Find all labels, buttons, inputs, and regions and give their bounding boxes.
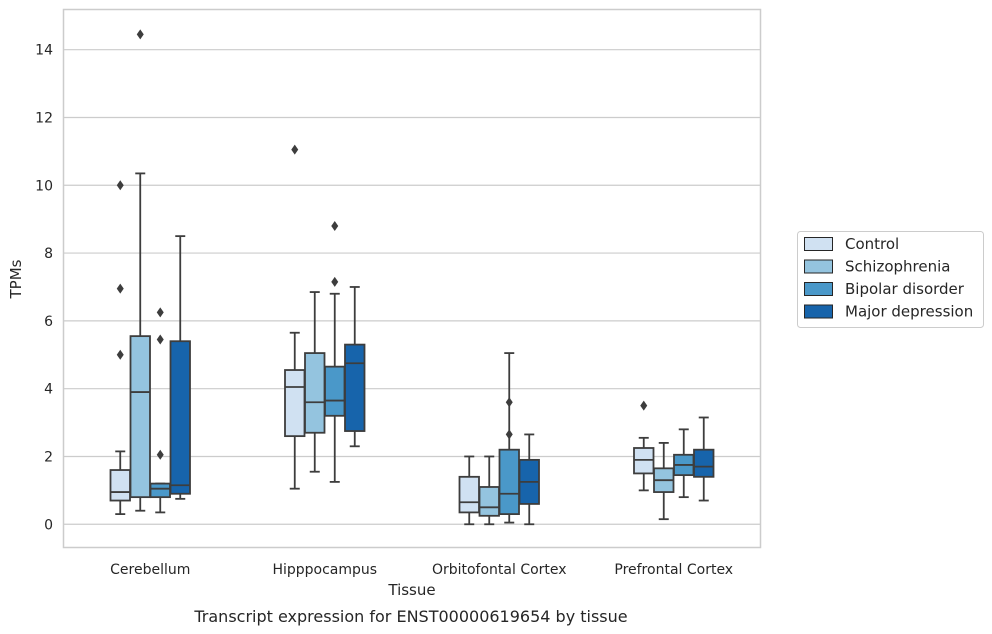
plot-frame: [62, 8, 762, 549]
box-rect: [109, 469, 131, 502]
box-rect: [693, 448, 715, 478]
outlier-point: [116, 349, 124, 360]
y-tick-label: 8: [44, 246, 53, 262]
outlier-point: [116, 180, 124, 191]
outlier-point: [116, 283, 124, 294]
outlier-point: [291, 144, 299, 155]
grid-lines: [63, 49, 761, 525]
legend-label: Schizophrenia: [845, 258, 950, 276]
box-rect: [498, 448, 520, 516]
box-rect: [324, 365, 346, 417]
legend-label: Major depression: [845, 303, 973, 321]
legend-swatch: [804, 237, 833, 251]
box-rect: [478, 486, 500, 517]
box-rect: [304, 352, 326, 434]
outlier-point: [505, 397, 513, 408]
box-rect: [344, 343, 366, 432]
y-tick-label: 10: [35, 178, 53, 194]
outlier-point: [156, 334, 164, 345]
outlier-point: [136, 29, 144, 40]
legend-swatch: [804, 259, 833, 274]
box-2-3: [478, 455, 500, 526]
box-rect: [129, 335, 151, 499]
x-tick-label: Orbitofontal Cortex: [432, 562, 567, 578]
box-rect: [284, 369, 306, 438]
box-3-1: [149, 307, 171, 514]
box-3-2: [324, 220, 346, 483]
y-tick-label: 14: [35, 43, 53, 59]
box-2-1: [129, 29, 151, 512]
y-tick-labels: 0 2 4 6 8 10 12 14: [35, 43, 53, 534]
outlier-point: [156, 449, 164, 460]
x-tick-label: Hipppocampus: [272, 562, 377, 578]
outlier-point: [331, 276, 339, 287]
box-3-4: [673, 428, 695, 499]
legend-label: Bipolar disorder: [845, 280, 965, 298]
outlier-point: [331, 220, 339, 231]
legend: Control Schizophrenia Bipolar disorder Majo…: [797, 231, 984, 328]
outlier-point: [640, 400, 648, 411]
boxes-layer: [109, 29, 715, 526]
legend-swatch: [804, 304, 833, 319]
legend-frame: [797, 231, 984, 328]
legend-label: Control: [845, 235, 899, 253]
box-1-2: [284, 144, 306, 490]
box-4-4: [693, 416, 715, 502]
y-tick-label: 0: [44, 517, 53, 533]
y-tick-label: 12: [35, 110, 53, 126]
box-2-4: [653, 442, 675, 521]
box-4-2: [344, 286, 366, 448]
x-tick-labels: Cerebellum Hipppocampus Orbitofontal Corte…: [110, 562, 733, 578]
box-1-4: [633, 400, 655, 492]
x-tick-label: Prefrontal Cortex: [614, 562, 733, 578]
box-4-1: [169, 235, 191, 500]
box-1-1: [109, 180, 131, 516]
outlier-point: [156, 307, 164, 318]
box-1-3: [458, 455, 480, 526]
chart-caption: Transcript expression for ENST0000061965…: [193, 607, 627, 626]
x-axis-title: Tissue: [387, 581, 435, 599]
y-tick-label: 4: [44, 382, 53, 398]
y-axis-title: TPMs: [7, 259, 25, 299]
box-2-2: [304, 291, 326, 473]
box-3-3: [498, 352, 520, 524]
y-tick-label: 2: [44, 449, 53, 465]
box-rect: [169, 340, 191, 495]
x-tick-label: Cerebellum: [110, 562, 190, 578]
box-4-3: [518, 433, 540, 526]
box-rect: [458, 475, 480, 514]
outlier-point: [505, 429, 513, 440]
y-tick-label: 6: [44, 314, 53, 330]
legend-swatch: [804, 282, 833, 296]
box-rect: [149, 482, 171, 499]
